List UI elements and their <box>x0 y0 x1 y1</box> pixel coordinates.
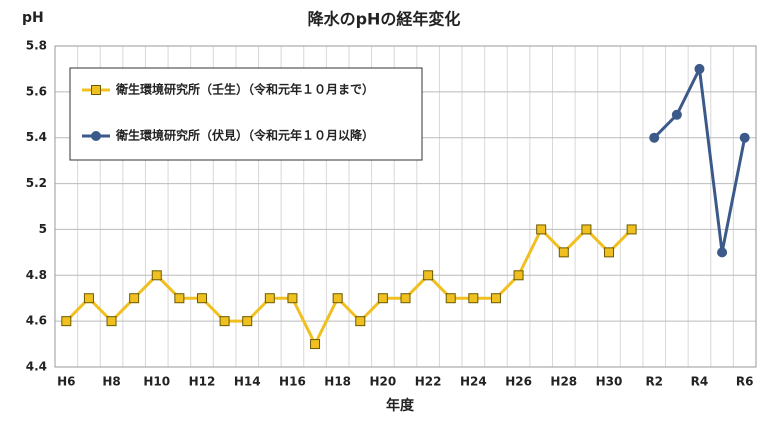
marker <box>558 247 569 258</box>
marker <box>445 293 456 304</box>
x-tick-label: H14 <box>234 375 261 389</box>
marker <box>468 293 479 304</box>
chart-title: 降水のpHの経年変化 <box>308 10 461 29</box>
marker <box>61 316 72 327</box>
marker <box>129 293 140 304</box>
legend-box <box>69 67 423 161</box>
marker <box>196 293 207 304</box>
marker <box>219 316 230 327</box>
marker <box>355 316 366 327</box>
x-tick-label: H12 <box>189 375 216 389</box>
marker <box>581 224 592 235</box>
marker <box>490 293 501 304</box>
marker <box>287 293 298 304</box>
marker <box>151 270 162 281</box>
x-tick-label: H6 <box>57 375 75 389</box>
marker <box>377 293 388 304</box>
x-tick-label: H26 <box>505 375 532 389</box>
x-tick-label: R6 <box>736 375 754 389</box>
y-tick-label: 5.6 <box>26 84 47 98</box>
marker <box>332 293 343 304</box>
y-tick-label: 5 <box>39 222 47 236</box>
x-tick-label: H22 <box>415 375 442 389</box>
marker <box>671 109 682 120</box>
x-tick-label: R2 <box>645 375 663 389</box>
marker <box>242 316 253 327</box>
marker <box>513 270 524 281</box>
plot-frame <box>54 45 757 368</box>
x-tick-label: H18 <box>324 375 351 389</box>
marker <box>423 270 434 281</box>
marker <box>106 316 117 327</box>
y-tick-label: 5.2 <box>26 176 47 190</box>
legend-marker <box>91 85 101 95</box>
x-tick-label: H10 <box>143 375 170 389</box>
x-tick-label: H28 <box>550 375 577 389</box>
series-line <box>653 63 747 253</box>
y-axis-label: pH <box>22 10 44 26</box>
y-tick-label: 4.6 <box>26 314 47 328</box>
marker <box>310 339 321 350</box>
y-tick-label: 5.8 <box>26 39 47 53</box>
y-tick-label: 4.8 <box>26 268 47 282</box>
y-tick-label: 4.4 <box>26 360 47 374</box>
marker <box>400 293 411 304</box>
x-tick-label: H16 <box>279 375 306 389</box>
legend-marker <box>91 131 101 141</box>
x-tick-label: H8 <box>102 375 120 389</box>
y-tick-label: 5.4 <box>26 130 47 144</box>
marker <box>536 224 547 235</box>
x-tick-label: H30 <box>596 375 623 389</box>
legend-label: 衛生環境研究所（伏見）（令和元年１０月以降） <box>115 128 374 143</box>
marker <box>174 293 185 304</box>
marker <box>739 132 750 143</box>
marker <box>264 293 275 304</box>
marker <box>717 247 728 258</box>
legend-label: 衛生環境研究所（壬生）（令和元年１０月まで） <box>115 82 374 97</box>
marker <box>604 247 615 258</box>
x-tick-label: H24 <box>460 375 487 389</box>
x-tick-label: R4 <box>691 375 709 389</box>
x-tick-label: H20 <box>370 375 397 389</box>
marker <box>694 63 705 74</box>
marker <box>626 224 637 235</box>
marker <box>649 132 660 143</box>
x-axis-label: 年度 <box>386 397 415 414</box>
marker <box>83 293 94 304</box>
